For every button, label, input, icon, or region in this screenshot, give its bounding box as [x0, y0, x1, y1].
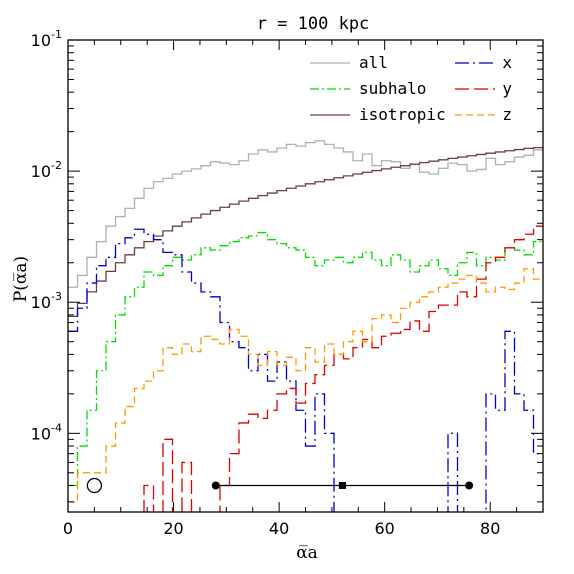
- y-tick-label-exponent: -3: [51, 290, 62, 303]
- x-tick-label: 40: [269, 519, 289, 538]
- marker-layer: [86, 477, 474, 494]
- y-tick-label: 10-3: [31, 290, 62, 312]
- series-layer: [68, 140, 543, 512]
- x-tick-label: 60: [374, 519, 394, 538]
- y-tick-label: 10-4: [31, 421, 62, 443]
- y-tick-label-base: 10: [31, 31, 51, 50]
- y-axis-label: P(α̅a): [11, 256, 31, 302]
- series-subhalo-line: [68, 231, 543, 487]
- legend-label-y: y: [502, 79, 512, 98]
- y-tick-label-base: 10: [31, 162, 51, 181]
- y-tick-label: 10-2: [31, 159, 62, 181]
- legend-label-isotropic: isotropic: [359, 105, 446, 124]
- y-tick-label: 10-1: [31, 28, 62, 50]
- legend-label-subhalo: subhalo: [359, 79, 426, 98]
- y-tick-label-base: 10: [31, 424, 51, 443]
- x-tick-label: 0: [63, 519, 73, 538]
- x-axis-label: α̅a: [296, 543, 318, 563]
- series-isotropic-line: [68, 147, 543, 318]
- errorbar-left-end: [211, 481, 220, 490]
- series-y-line: [143, 225, 543, 512]
- x-tick-label: 80: [480, 519, 500, 538]
- legend: all subhalo isotropic xyz: [310, 53, 512, 124]
- y-tick-label-exponent: -4: [51, 421, 62, 434]
- legend-label-z: z: [502, 105, 512, 124]
- x-tick-label: 20: [163, 519, 183, 538]
- chart-title: r = 100 kpc: [257, 14, 370, 34]
- open-circle-marker: [86, 477, 103, 494]
- y-tick-label-exponent: -2: [51, 159, 62, 172]
- errorbar-right-end: [465, 481, 474, 490]
- legend-label-x: x: [502, 53, 512, 72]
- y-tick-label-exponent: -1: [51, 28, 62, 41]
- series-x-line: [68, 228, 543, 512]
- y-tick-label-base: 10: [31, 293, 51, 312]
- legend-label-all: all: [359, 53, 388, 72]
- series-z-line: [68, 268, 543, 503]
- series-all-line: [68, 140, 543, 288]
- errorbar-center-marker: [338, 482, 346, 490]
